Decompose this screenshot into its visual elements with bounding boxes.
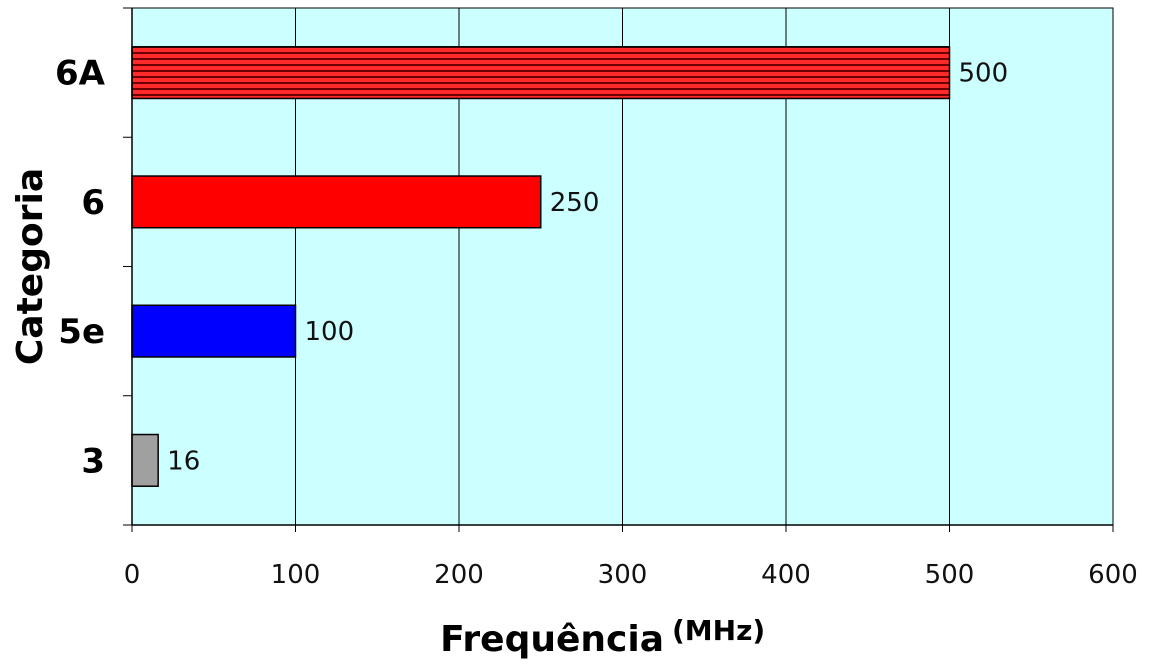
axes	[123, 7, 1114, 532]
bar-6	[131, 175, 542, 229]
x-axis-title: Frequência	[440, 619, 664, 660]
data-label-3: 16	[167, 446, 200, 476]
category-label-3: 3	[81, 441, 105, 481]
x-tick-label: 400	[761, 560, 811, 590]
bars	[131, 46, 951, 487]
x-tick-label: 300	[598, 560, 648, 590]
bar-3	[131, 433, 159, 487]
data-label-6A: 500	[959, 59, 1009, 89]
x-tick-label: 0	[124, 560, 141, 590]
category-label-6: 6	[81, 183, 105, 223]
y-axis-title: Categoria	[10, 168, 51, 365]
x-tick-label: 100	[271, 560, 321, 590]
x-tick-label: 500	[925, 560, 975, 590]
category-label-6A: 6A	[55, 54, 106, 94]
bar-6A	[131, 46, 951, 100]
x-tick-label: 600	[1088, 560, 1138, 590]
category-label-5e: 5e	[58, 312, 105, 352]
data-label-5e: 100	[305, 317, 355, 347]
labels: 0 100 200 300 400 500 600 16 3 100 5e 250 6 500 6A	[55, 54, 1138, 590]
bar-5e	[131, 304, 297, 358]
x-tick-label: 200	[434, 560, 484, 590]
x-axis-unit: (MHz)	[672, 614, 765, 647]
data-label-6: 250	[550, 188, 600, 218]
